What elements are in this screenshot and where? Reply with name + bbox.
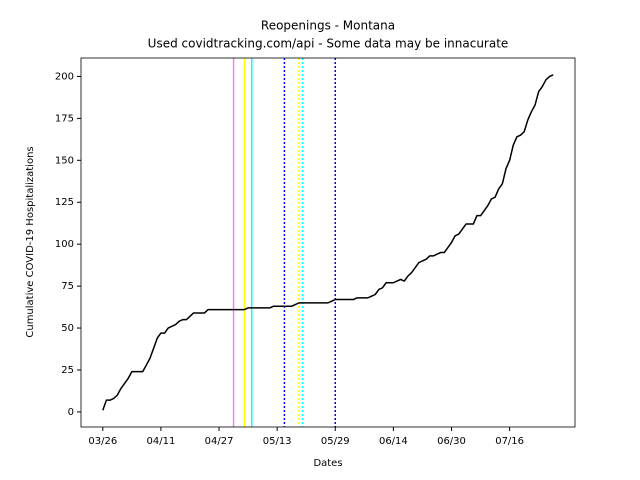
x-tick-label: 05/29 [321,436,350,447]
plot-frame [80,57,576,428]
y-tick-label: 200 [55,71,74,82]
y-tick-label: 0 [68,407,74,418]
x-tick-label: 06/14 [379,436,408,447]
y-tick-label: 75 [61,281,74,292]
y-axis-label: Cumulative COVID-19 Hospitalizations [25,146,36,337]
y-tick-label: 50 [61,323,74,334]
y-tick-label: 25 [61,365,74,376]
x-tick-label: 04/11 [146,436,175,447]
x-tick-label: 06/30 [437,436,466,447]
chart-subtitle: Used covidtracking.com/api - Some data m… [148,37,509,51]
x-tick-label: 05/13 [263,436,292,447]
x-tick-label: 03/26 [88,436,117,447]
x-tick-label: 07/16 [495,436,524,447]
data-line [102,74,554,411]
chart-title: Reopenings - Montana [261,19,395,33]
y-tick-label: 175 [55,113,74,124]
y-tick-label: 125 [55,197,74,208]
x-axis-label: Dates [313,458,342,469]
x-tick-label: 04/27 [205,436,234,447]
y-tick-label: 150 [55,155,74,166]
y-tick-label: 100 [55,239,74,250]
